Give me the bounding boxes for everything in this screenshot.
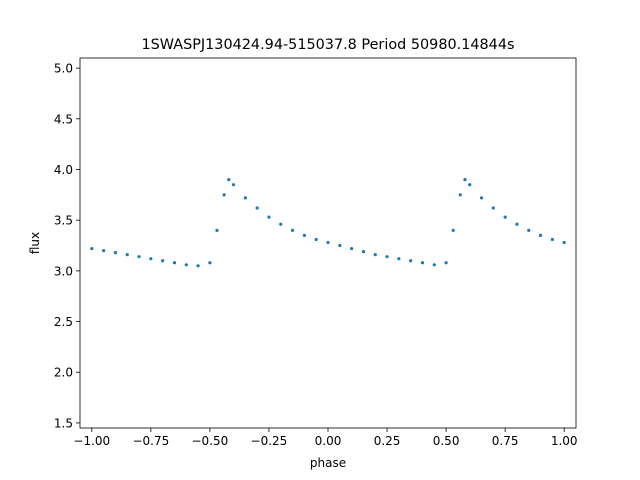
data-point — [420, 261, 425, 265]
data-point — [338, 243, 342, 248]
x-tick-label: 0.00 — [315, 434, 342, 448]
data-point — [231, 183, 236, 187]
data-point — [397, 257, 401, 261]
y-tick-label: 5.0 — [54, 62, 73, 76]
data-point — [255, 206, 259, 210]
scatter-points — [90, 178, 566, 268]
data-point — [432, 263, 436, 267]
data-point — [373, 253, 377, 257]
data-point — [113, 251, 118, 255]
data-point — [491, 206, 495, 210]
data-point — [451, 228, 455, 232]
data-point — [385, 255, 389, 259]
x-axis-ticks: −1.00 −0.75 −0.50 −0.25 0.00 0.25 0.50 0.75 1.00 — [73, 428, 578, 448]
data-point — [196, 264, 200, 268]
y-axis-label: flux — [28, 232, 42, 254]
data-point — [279, 222, 283, 226]
data-point — [215, 228, 219, 232]
data-point — [463, 178, 467, 182]
data-point — [243, 196, 247, 200]
data-point — [314, 237, 318, 242]
data-point — [184, 263, 188, 267]
y-axis-ticks: 1.5 2.0 2.5 3.0 3.5 4.0 4.5 5.0 — [54, 62, 80, 430]
y-tick-label: 2.0 — [54, 366, 73, 380]
data-point — [444, 261, 448, 265]
x-tick-label: −0.25 — [251, 434, 288, 448]
data-point — [538, 233, 543, 237]
data-point — [172, 261, 177, 265]
data-point — [527, 228, 531, 232]
y-tick-label: 3.5 — [54, 214, 73, 228]
chart-title: 1SWASPJ130424.94-515037.8 Period 50980.1… — [142, 37, 515, 53]
data-point — [562, 240, 566, 245]
data-point — [161, 259, 165, 263]
x-tick-label: 0.50 — [433, 434, 460, 448]
x-tick-label: 0.25 — [374, 434, 401, 448]
y-tick-label: 4.5 — [54, 112, 73, 126]
x-axis-label: phase — [310, 456, 346, 470]
x-tick-label: 0.75 — [492, 434, 519, 448]
data-point — [90, 246, 94, 251]
data-point — [102, 249, 106, 253]
data-point — [227, 178, 231, 182]
data-point — [409, 259, 413, 263]
y-tick-label: 3.0 — [54, 264, 73, 278]
data-point — [125, 253, 129, 257]
data-point — [468, 183, 472, 187]
data-point — [503, 215, 507, 219]
data-point — [550, 237, 554, 242]
data-point — [290, 228, 295, 232]
x-tick-label: 1.00 — [551, 434, 578, 448]
data-point — [458, 193, 462, 197]
data-point — [149, 257, 153, 261]
x-tick-label: −0.50 — [192, 434, 229, 448]
data-point — [222, 193, 226, 197]
data-point — [267, 215, 271, 219]
data-point — [515, 222, 519, 226]
y-tick-label: 1.5 — [54, 416, 73, 430]
data-point — [479, 196, 484, 200]
data-point — [302, 233, 306, 237]
x-tick-label: −0.75 — [132, 434, 169, 448]
x-tick-label: −1.00 — [73, 434, 110, 448]
data-point — [208, 261, 212, 265]
data-point — [137, 255, 141, 259]
data-point — [361, 250, 366, 254]
y-tick-label: 4.0 — [54, 163, 73, 177]
data-point — [326, 240, 330, 245]
y-tick-label: 2.5 — [54, 315, 73, 329]
data-point — [350, 246, 354, 251]
